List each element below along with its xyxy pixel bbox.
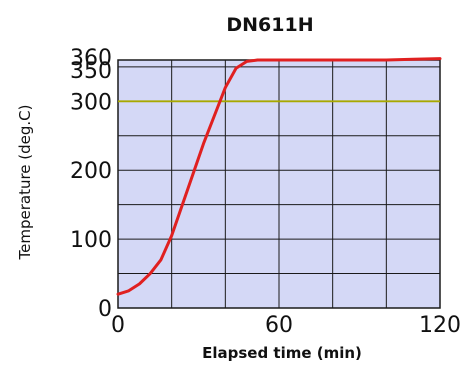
y-tick-label: 100 <box>70 228 112 253</box>
data-point <box>438 57 442 60</box>
data-point <box>170 234 173 237</box>
series-line <box>116 57 442 296</box>
x-tick-label: 60 <box>265 313 293 338</box>
data-point <box>127 289 130 292</box>
y-tick-label: 200 <box>70 159 112 184</box>
data-point <box>213 113 216 117</box>
data-point <box>304 58 308 62</box>
data-point <box>358 58 361 62</box>
x-axis-label: Elapsed time (min) <box>202 344 362 362</box>
y-tick-label: 0 <box>98 297 112 322</box>
data-point <box>159 258 163 261</box>
data-point <box>256 58 259 62</box>
data-point <box>224 86 227 89</box>
data-point <box>234 67 238 70</box>
data-point <box>245 60 248 63</box>
data-point <box>385 58 388 62</box>
x-tick-label: 120 <box>419 313 461 338</box>
data-point <box>267 58 270 62</box>
data-point <box>191 172 195 175</box>
data-point <box>181 203 184 206</box>
data-point <box>277 58 281 62</box>
data-point <box>116 293 120 296</box>
grid <box>118 60 440 308</box>
data-point <box>149 272 152 275</box>
data-point <box>138 282 141 286</box>
y-axis-label: Temperature (deg.C) <box>16 104 34 260</box>
data-point <box>411 58 415 61</box>
chart-title: DN611H <box>226 14 313 36</box>
y-tick-label: 350 <box>70 59 112 84</box>
data-point <box>331 58 334 62</box>
data-point <box>202 141 206 144</box>
x-tick-label: 0 <box>111 313 125 338</box>
y-tick-label: 360 <box>70 46 112 71</box>
y-tick-label: 300 <box>70 90 112 115</box>
series-points <box>116 57 442 296</box>
